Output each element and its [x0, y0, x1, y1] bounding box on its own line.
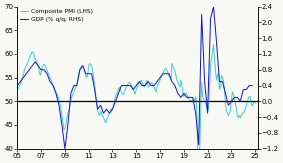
- Composite PMI (LHS): [151, 84, 155, 86]
- GDP (% q/q, RHS): [170, 81, 174, 83]
- Composite PMI (LHS): [191, 99, 194, 101]
- GDP (% q/q, RHS): [161, 73, 165, 75]
- Composite PMI (LHS): [254, 102, 257, 104]
- GDP (% q/q, RHS): [179, 96, 183, 98]
- Line: GDP (% q/q, RHS): GDP (% q/q, RHS): [17, 7, 252, 149]
- GDP (% q/q, RHS): [63, 148, 67, 150]
- Legend: Composite PMI (LHS), GDP (% q/q, RHS): Composite PMI (LHS), GDP (% q/q, RHS): [19, 8, 93, 23]
- GDP (% q/q, RHS): [230, 100, 233, 102]
- Line: Composite PMI (LHS): Composite PMI (LHS): [17, 44, 255, 163]
- GDP (% q/q, RHS): [250, 85, 254, 87]
- Composite PMI (LHS): [42, 63, 46, 65]
- Composite PMI (LHS): [252, 100, 256, 102]
- Composite PMI (LHS): [212, 44, 215, 45]
- GDP (% q/q, RHS): [158, 77, 162, 79]
- Composite PMI (LHS): [16, 89, 19, 90]
- GDP (% q/q, RHS): [212, 6, 215, 8]
- Composite PMI (LHS): [106, 117, 109, 119]
- GDP (% q/q, RHS): [123, 85, 126, 87]
- GDP (% q/q, RHS): [16, 85, 19, 87]
- Composite PMI (LHS): [208, 86, 211, 88]
